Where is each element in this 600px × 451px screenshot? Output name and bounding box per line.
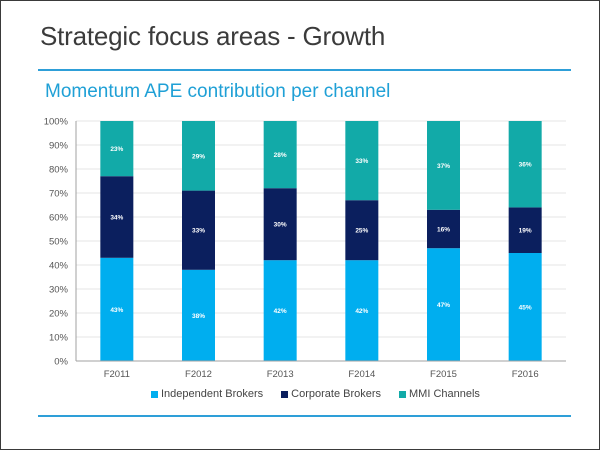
x-tick-label: F2016 xyxy=(512,369,539,380)
bar-segment xyxy=(263,260,297,361)
bar-segment xyxy=(100,257,134,361)
bars xyxy=(100,121,542,361)
data-label: 19% xyxy=(519,228,532,235)
data-label: 25% xyxy=(355,228,368,235)
y-tick-label: 20% xyxy=(49,309,69,320)
y-tick-label: 90% xyxy=(49,141,69,152)
bar-segment xyxy=(427,248,460,361)
x-axis: F2011 F2012 F2013 F2014 F2015 F2016 xyxy=(76,360,566,380)
top-divider xyxy=(38,69,571,71)
y-tick-label: 70% xyxy=(49,189,69,200)
bar-segment xyxy=(263,121,297,189)
slide-title: Strategic focus areas - Growth xyxy=(40,21,386,51)
data-label: 38% xyxy=(192,313,205,320)
bar-segment xyxy=(508,121,542,208)
bar-segment xyxy=(508,207,542,253)
bar-segment xyxy=(345,260,379,361)
data-label: 42% xyxy=(355,308,368,315)
bar-segment xyxy=(182,190,215,270)
data-label: 16% xyxy=(437,227,450,234)
legend-label: Corporate Brokers xyxy=(291,388,382,400)
data-label: 42% xyxy=(274,308,287,315)
data-label: 36% xyxy=(519,162,532,169)
bar-segment xyxy=(100,121,134,177)
bar-segment xyxy=(263,188,297,261)
data-label: 47% xyxy=(437,302,450,309)
y-axis: 0% 10% 20% 30% 40% 50% 60% 70% 80% 90% 100% xyxy=(44,117,77,368)
legend: Independent Brokers Corporate Brokers MM… xyxy=(151,388,480,400)
x-tick-label: F2011 xyxy=(104,369,130,380)
y-tick-label: 60% xyxy=(49,213,69,224)
legend-swatch xyxy=(281,390,289,398)
bar-segment xyxy=(100,176,134,258)
bar-segment xyxy=(182,269,215,361)
data-label: 43% xyxy=(110,307,123,314)
bar-segment xyxy=(427,121,460,210)
legend-swatch xyxy=(399,390,407,398)
x-tick-label: F2012 xyxy=(185,369,212,380)
bar-segment xyxy=(345,121,379,201)
data-label: 29% xyxy=(192,153,205,160)
legend-swatch xyxy=(151,390,158,398)
bar-segment xyxy=(427,209,460,249)
bar-segment xyxy=(182,121,215,191)
data-label: 23% xyxy=(110,146,123,153)
y-tick-label: 80% xyxy=(49,165,69,176)
legend-item-corporate-brokers: Corporate Brokers xyxy=(281,388,381,400)
y-tick-label: 0% xyxy=(54,357,68,368)
data-label: 28% xyxy=(274,152,287,159)
data-label: 30% xyxy=(274,222,287,229)
chart-title: Momentum APE contribution per channel xyxy=(45,81,391,102)
gridlines xyxy=(76,120,566,338)
data-label: 33% xyxy=(355,158,368,165)
data-label: 37% xyxy=(437,163,450,170)
y-tick-label: 50% xyxy=(49,237,69,248)
y-tick-label: 30% xyxy=(49,285,69,296)
legend-item-independent-brokers: Independent Brokers xyxy=(151,388,263,400)
y-tick-label: 40% xyxy=(49,261,69,272)
y-tick-label: 10% xyxy=(49,333,69,344)
legend-label: MMI Channels xyxy=(409,388,480,400)
x-tick-label: F2015 xyxy=(430,369,457,380)
y-tick-label: 100% xyxy=(44,117,69,128)
bar-segment xyxy=(345,200,379,261)
data-label: 34% xyxy=(110,215,123,222)
bottom-divider xyxy=(38,415,571,417)
x-tick-label: F2014 xyxy=(348,369,375,380)
x-tick-label: F2013 xyxy=(267,369,294,380)
legend-item-mmi-channels: MMI Channels xyxy=(399,388,480,400)
data-labels: 43% 34% 23% 38% 33% 29% 42% 30% 28% 42% 25% 33% 47% 1… xyxy=(110,146,532,320)
data-label: 33% xyxy=(192,228,205,235)
data-label: 45% xyxy=(519,305,532,312)
bar-segment xyxy=(508,253,542,361)
legend-label: Independent Brokers xyxy=(161,388,264,400)
